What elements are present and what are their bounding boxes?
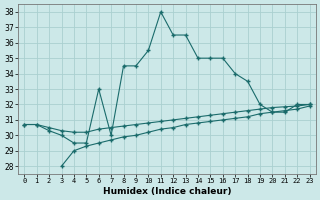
X-axis label: Humidex (Indice chaleur): Humidex (Indice chaleur) (103, 187, 231, 196)
